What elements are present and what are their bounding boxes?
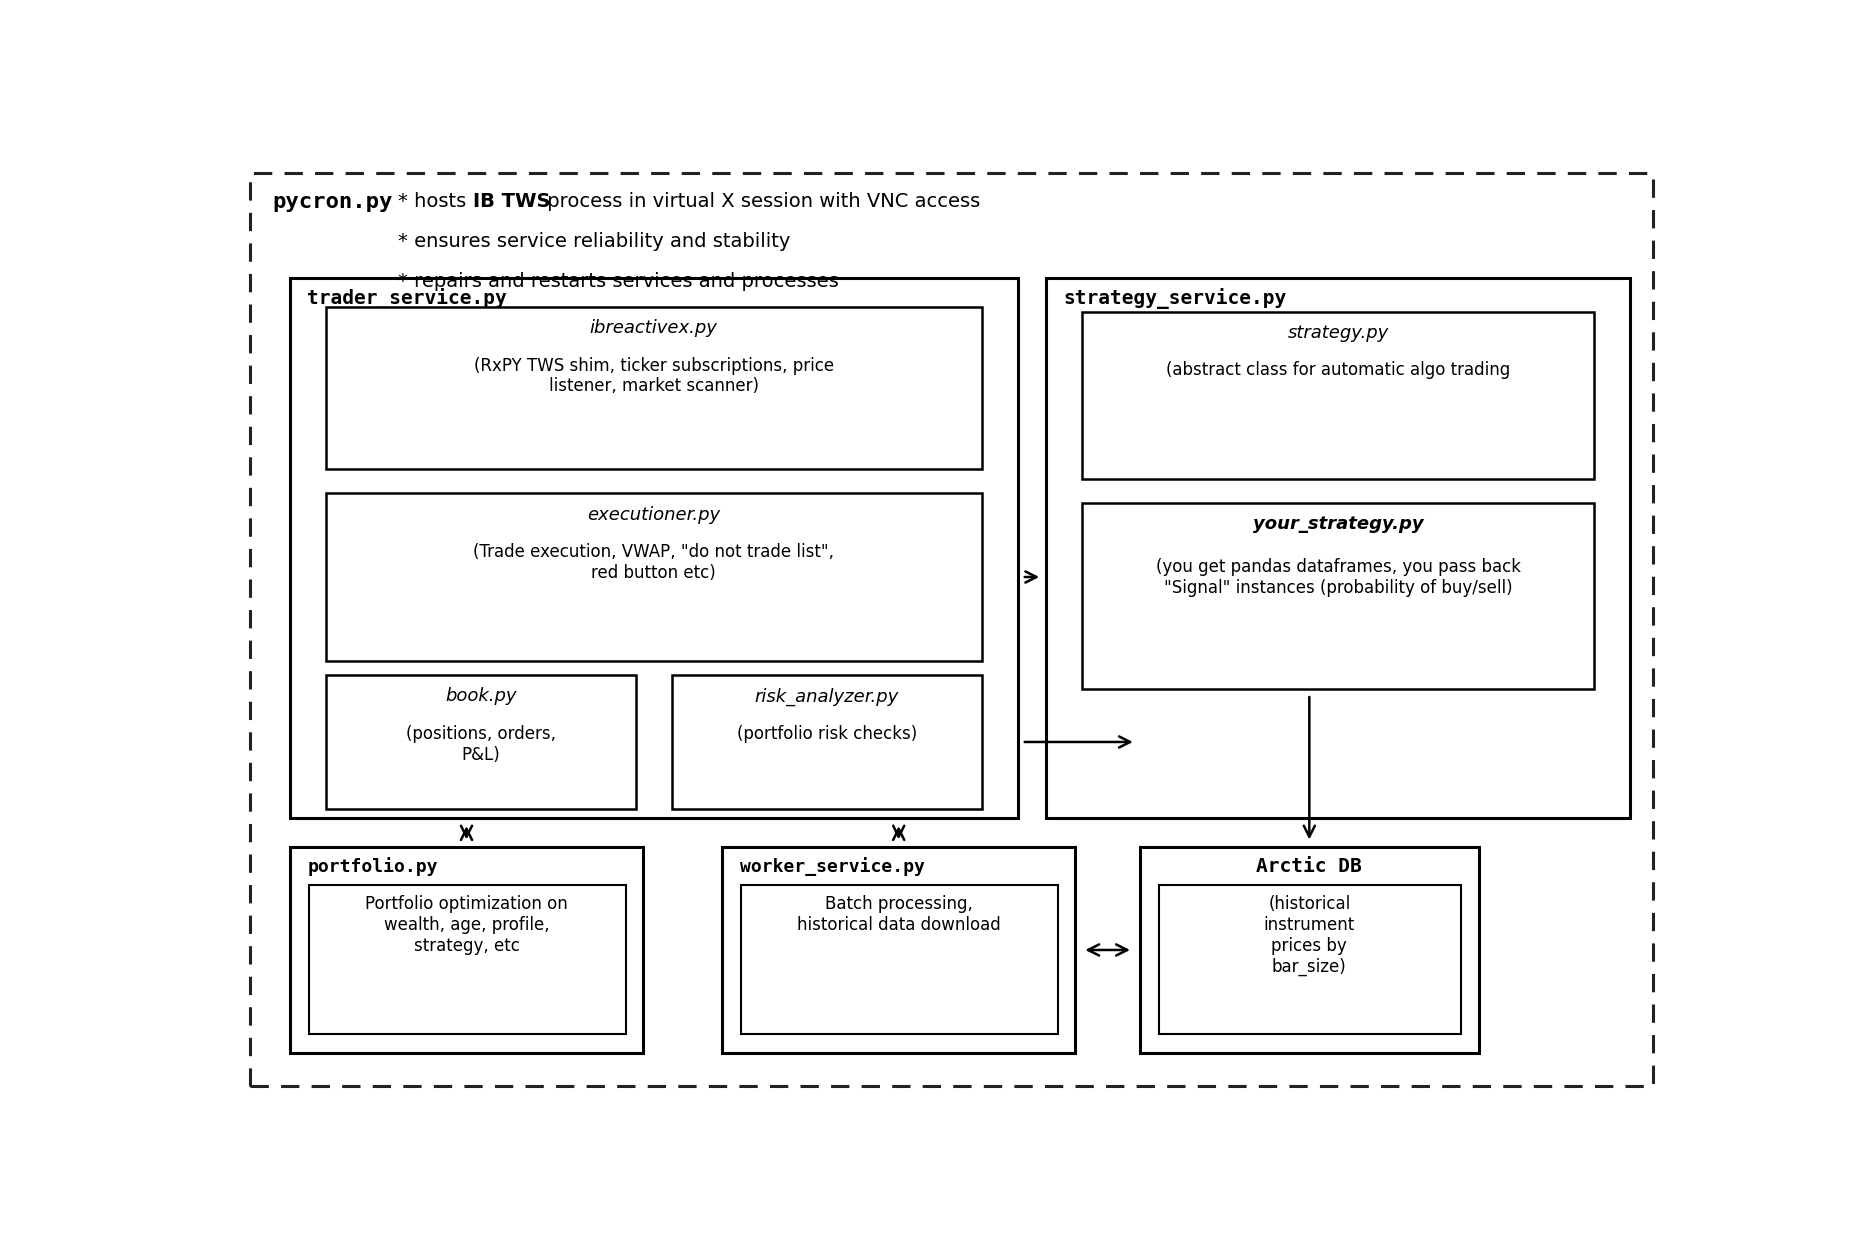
Text: risk_analyzer.py: risk_analyzer.py [755,688,898,705]
FancyBboxPatch shape [1140,847,1478,1053]
Text: * ensures service reliability and stability: * ensures service reliability and stabil… [398,232,790,251]
FancyBboxPatch shape [1158,886,1461,1033]
Text: (you get pandas dataframes, you pass back
"Signal" instances (probability of buy: (you get pandas dataframes, you pass bac… [1156,559,1521,597]
Text: Arctic DB: Arctic DB [1257,857,1363,876]
FancyBboxPatch shape [290,847,643,1053]
FancyBboxPatch shape [721,847,1075,1053]
Text: (abstract class for automatic algo trading: (abstract class for automatic algo tradi… [1166,361,1510,379]
Text: portfolio.py: portfolio.py [307,857,437,876]
FancyBboxPatch shape [1082,312,1593,479]
Text: (positions, orders,
P&L): (positions, orders, P&L) [405,725,556,764]
Text: Portfolio optimization on
wealth, age, profile,
strategy, etc: Portfolio optimization on wealth, age, p… [364,895,567,955]
FancyBboxPatch shape [309,886,626,1033]
FancyBboxPatch shape [671,676,982,809]
FancyBboxPatch shape [1082,503,1593,689]
FancyBboxPatch shape [1047,278,1630,818]
FancyBboxPatch shape [325,493,982,661]
Text: (RxPY TWS shim, ticker subscriptions, price
listener, market scanner): (RxPY TWS shim, ticker subscriptions, pr… [474,356,835,395]
Text: trader_service.py: trader_service.py [307,288,508,309]
Text: * repairs and restarts services and processes: * repairs and restarts services and proc… [398,272,838,292]
FancyBboxPatch shape [290,278,1017,818]
Text: (historical
instrument
prices by
bar_size): (historical instrument prices by bar_siz… [1264,895,1355,976]
Text: ibreactivex.py: ibreactivex.py [589,319,718,338]
Text: pycron.py: pycron.py [273,193,392,212]
Text: (portfolio risk checks): (portfolio risk checks) [736,725,916,743]
FancyBboxPatch shape [742,886,1058,1033]
FancyBboxPatch shape [249,173,1653,1087]
Text: strategy.py: strategy.py [1288,324,1389,342]
Text: Batch processing,
historical data download: Batch processing, historical data downlo… [798,895,1000,934]
Text: (Trade execution, VWAP, "do not trade list",
red button etc): (Trade execution, VWAP, "do not trade li… [474,543,835,581]
Text: * hosts: * hosts [398,193,472,211]
Text: strategy_service.py: strategy_service.py [1063,288,1286,309]
Text: your_strategy.py: your_strategy.py [1253,515,1424,533]
Text: IB TWS: IB TWS [472,193,550,211]
Text: executioner.py: executioner.py [587,505,719,524]
Text: book.py: book.py [444,688,517,705]
Text: process in virtual X session with VNC access: process in virtual X session with VNC ac… [541,193,980,211]
FancyBboxPatch shape [325,307,982,469]
FancyBboxPatch shape [325,676,636,809]
Text: worker_service.py: worker_service.py [740,857,924,876]
